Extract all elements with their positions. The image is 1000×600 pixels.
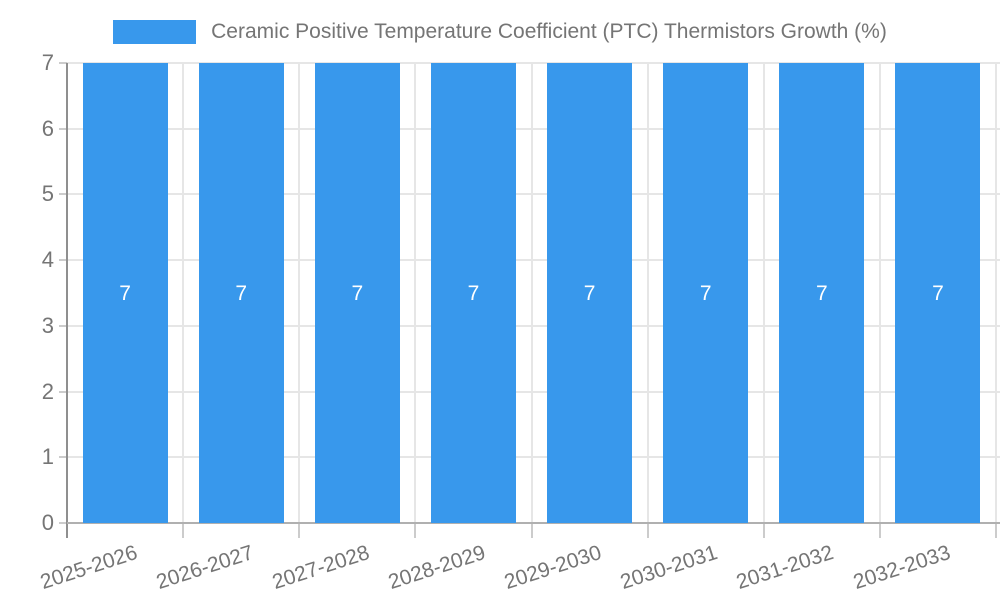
h-gridline	[67, 456, 1000, 459]
x-tick-label: 2030-2031	[617, 541, 721, 594]
legend-swatch	[113, 20, 197, 44]
x-tick	[298, 523, 301, 538]
y-tick-label: 1	[41, 444, 54, 470]
v-gridline	[646, 63, 649, 523]
v-gridline	[762, 63, 765, 523]
h-gridline	[67, 127, 1000, 130]
x-tick-label: 2026-2027	[153, 541, 256, 594]
h-gridline	[67, 193, 1000, 196]
bar-value-label: 7	[583, 282, 596, 305]
x-tick	[878, 523, 881, 538]
y-tick	[59, 62, 67, 64]
bar[interactable]	[663, 63, 749, 523]
bar-value-label: 7	[815, 282, 828, 305]
bar-value-label: 7	[351, 282, 364, 305]
bar[interactable]	[895, 63, 981, 523]
y-tick	[59, 259, 67, 262]
x-tick	[182, 523, 185, 538]
x-tick	[646, 523, 649, 538]
bar-value-label: 7	[932, 282, 944, 305]
bar[interactable]	[547, 63, 633, 523]
v-gridline	[414, 63, 417, 523]
y-tick-label: 3	[41, 312, 54, 338]
x-tick	[530, 523, 533, 538]
v-gridline	[182, 63, 185, 523]
y-axis-line	[66, 63, 68, 538]
y-tick	[59, 127, 67, 130]
bar-value-label: 7	[699, 282, 712, 305]
y-tick-label: 2	[41, 378, 54, 404]
x-tick-label: 2027-2028	[269, 541, 373, 594]
v-gridline	[298, 63, 301, 523]
bar-value-label: 7	[467, 282, 480, 305]
y-tick-label: 6	[41, 115, 54, 141]
legend-label: Ceramic Positive Temperature Coefficient…	[211, 20, 887, 43]
bar[interactable]	[314, 63, 400, 523]
bar[interactable]	[82, 63, 168, 523]
x-tick	[995, 523, 997, 538]
y-tick-label: 7	[41, 50, 54, 75]
bar[interactable]	[198, 63, 284, 523]
y-tick	[59, 324, 67, 327]
y-tick	[59, 390, 67, 393]
h-gridline	[67, 390, 1000, 393]
v-gridline	[995, 63, 997, 523]
x-tick	[414, 523, 417, 538]
v-gridline	[878, 63, 881, 523]
bar[interactable]	[779, 63, 865, 523]
bar-value-label: 7	[119, 282, 131, 305]
h-gridline	[67, 62, 1000, 64]
chart-legend[interactable]: Ceramic Positive Temperature Coefficient…	[0, 14, 1000, 50]
x-axis-line	[67, 522, 1000, 524]
x-tick-label: 2025-2026	[37, 541, 140, 594]
y-tick-label: 0	[41, 510, 54, 535]
x-tick-label: 2028-2029	[385, 541, 489, 594]
bar[interactable]	[430, 63, 516, 523]
y-tick	[59, 456, 67, 459]
v-gridline	[530, 63, 533, 523]
y-tick	[59, 193, 67, 196]
h-gridline	[67, 324, 1000, 327]
y-tick-label: 5	[41, 181, 54, 207]
bar-value-label: 7	[235, 282, 248, 305]
h-gridline	[67, 259, 1000, 262]
x-tick-label: 2032-2033	[850, 541, 953, 594]
y-tick	[59, 522, 67, 524]
x-tick-label: 2031-2032	[733, 541, 837, 594]
x-tick-label: 2029-2030	[501, 541, 605, 594]
y-tick-label: 4	[41, 247, 54, 273]
x-tick	[762, 523, 765, 538]
